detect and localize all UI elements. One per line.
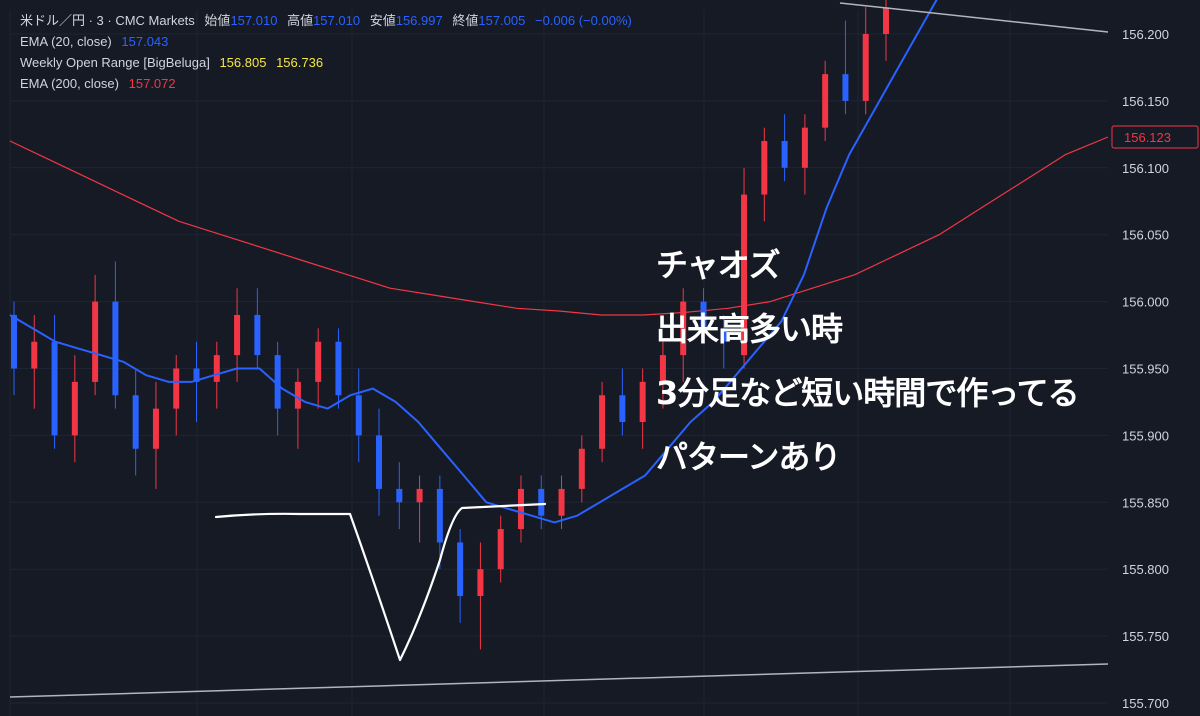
open-label: 始値: [204, 13, 231, 28]
low-value: 156.997: [395, 13, 443, 28]
candle-body: [578, 448, 585, 489]
trendlines-layer: [9, 2, 1109, 698]
price-tick-label: 155.800: [1122, 562, 1169, 577]
candle-body: [680, 301, 687, 356]
candle-body: [71, 381, 78, 436]
candle-body: [720, 328, 727, 342]
candle-body: [599, 395, 606, 449]
legend-wor-row[interactable]: Weekly Open Range [BigBeluga] 156.805 15…: [20, 52, 632, 73]
price-tick-label: 156.200: [1122, 27, 1169, 42]
candle-body: [822, 74, 829, 128]
ema20-label: EMA (20, close): [20, 34, 112, 49]
candle-body: [213, 355, 220, 382]
candle-body: [700, 301, 707, 329]
candle-body: [152, 408, 159, 449]
ema200-value: 157.072: [128, 76, 176, 91]
price-tick-label: 155.700: [1122, 696, 1169, 711]
candle-body: [558, 488, 565, 516]
annotation-text: チャオズ 出来高多い時 3分足など短い時間で作ってる パターンあり: [656, 238, 1080, 494]
ema200-line-layer: [9, 136, 1109, 316]
price-tick-label: 156.050: [1122, 228, 1169, 243]
candle-body: [497, 529, 504, 570]
candle-body: [761, 141, 768, 195]
ema20-value: 157.043: [121, 34, 169, 49]
wor-value-1: 156.805: [219, 55, 267, 70]
candle-body: [781, 141, 788, 168]
chart-grid: [9, 10, 1108, 716]
legend-ema200-row[interactable]: EMA (200, close) 157.072: [20, 73, 632, 94]
candle-body: [51, 341, 58, 436]
price-tick-label: 156.100: [1122, 161, 1169, 176]
chart-legend: 米ドル／円 · 3 · CMC Markets 始値157.010 高値157.…: [20, 10, 632, 94]
candle-body: [619, 395, 626, 423]
candle-body: [416, 488, 423, 503]
candle-body: [436, 488, 443, 543]
high-value: 157.010: [313, 13, 361, 28]
candle-body: [477, 569, 484, 596]
change-value: −0.006 (−0.00%): [534, 13, 632, 28]
legend-ema20-row[interactable]: EMA (20, close) 157.043: [20, 31, 632, 52]
candle-body: [639, 381, 646, 423]
candle-body: [112, 301, 119, 396]
close-label: 終値: [452, 13, 479, 28]
candle-body: [335, 341, 342, 396]
candle-body: [883, 7, 889, 34]
close-value: 157.005: [478, 13, 526, 28]
wor-label: Weekly Open Range [BigBeluga]: [20, 55, 210, 70]
symbol-name[interactable]: 米ドル／円 · 3 · CMC Markets: [20, 13, 195, 28]
candle-body: [517, 488, 524, 530]
candle-body: [801, 127, 808, 168]
annotation-line-3: 3分足など短い時間で作ってる: [656, 374, 1080, 412]
low-label: 安値: [369, 13, 396, 28]
candle-body: [741, 194, 748, 356]
candle-body: [862, 34, 869, 101]
annotation-line-1: チャオズ: [656, 246, 781, 284]
pattern-stroke: [214, 502, 547, 662]
candle-body: [11, 314, 17, 369]
ema20-line-layer: [9, 0, 938, 524]
candle-body: [173, 368, 180, 409]
candle-body: [315, 341, 322, 382]
ema200-line: [9, 136, 1109, 316]
legend-symbol-row: 米ドル／円 · 3 · CMC Markets 始値157.010 高値157.…: [20, 10, 632, 31]
hand-drawn-pattern: [214, 502, 547, 662]
candle-body: [842, 74, 849, 101]
candle-body: [538, 488, 545, 516]
candle-body: [274, 355, 281, 409]
candle-body: [294, 381, 301, 409]
candle-body: [193, 368, 200, 382]
candles-layer: [11, 0, 889, 650]
wor-value-2: 156.736: [276, 55, 324, 70]
high-label: 高値: [287, 13, 314, 28]
candle-body: [457, 542, 464, 596]
price-tick-label: 155.850: [1122, 495, 1169, 510]
candle-body: [396, 488, 403, 503]
candle-body: [31, 341, 38, 369]
candle-body: [92, 301, 99, 382]
price-axis: 156.200 156.150 156.100 156.050 156.000 155.9…: [1111, 27, 1199, 711]
annotation-line-2: 出来高多い時: [656, 310, 843, 348]
price-tick-label: 155.750: [1122, 629, 1169, 644]
candle-body: [254, 314, 261, 356]
ema20-line: [9, 0, 938, 524]
price-tick-label: 156.150: [1122, 94, 1169, 109]
last-price-label: 156.123: [1124, 130, 1171, 145]
lower-range-line: [9, 663, 1109, 698]
candle-body: [132, 395, 139, 449]
upper-range-line: [839, 2, 1109, 33]
last-price-box: [1111, 125, 1199, 149]
open-value: 157.010: [230, 13, 278, 28]
candle-body: [355, 395, 362, 436]
price-tick-label: 155.950: [1122, 362, 1169, 377]
candle-body: [376, 435, 383, 489]
price-tick-label: 156.000: [1122, 295, 1169, 310]
ema200-label: EMA (200, close): [20, 76, 119, 91]
price-tick-label: 155.900: [1122, 428, 1169, 443]
annotation-line-4: パターンあり: [656, 438, 841, 476]
candle-body: [659, 355, 666, 382]
candle-body: [234, 314, 241, 356]
